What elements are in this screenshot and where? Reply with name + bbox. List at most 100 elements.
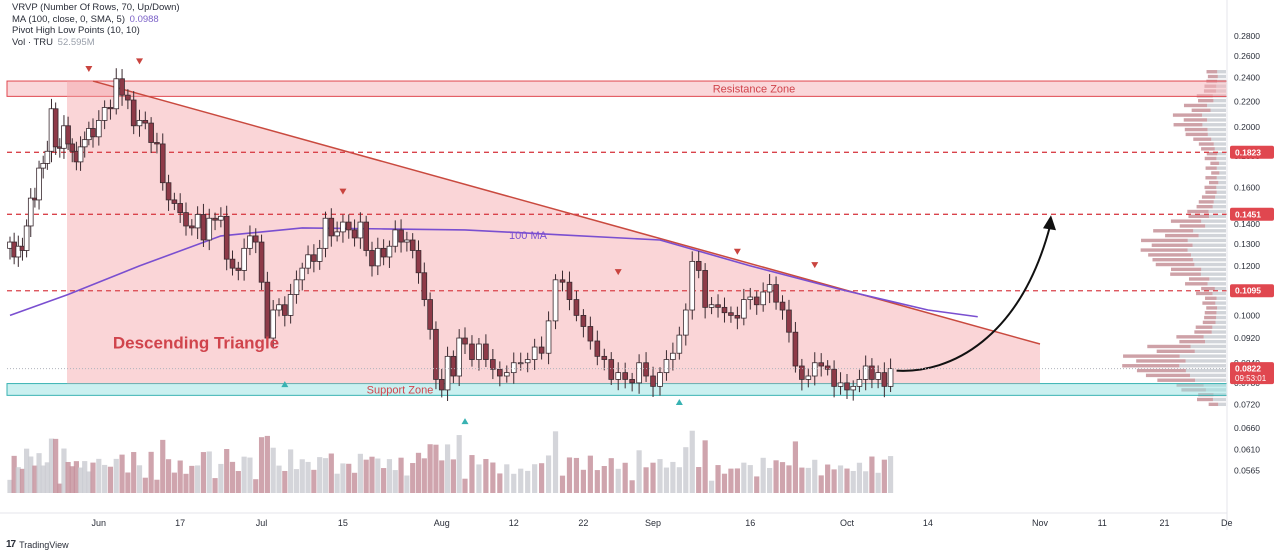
volume-bar xyxy=(427,444,433,493)
volume-bar xyxy=(504,464,510,493)
candle-body xyxy=(351,229,358,239)
price-tick-label: 0.0920 xyxy=(1234,333,1260,343)
volume-profile-bar xyxy=(1194,349,1226,353)
volume-bar xyxy=(887,456,894,493)
volume-bar xyxy=(545,455,552,493)
tradingview-brand[interactable]: TradingView xyxy=(19,539,69,550)
volume-profile-bar xyxy=(1190,253,1226,257)
candle-body xyxy=(223,215,230,260)
candle-body xyxy=(241,247,247,271)
volume-bar xyxy=(683,447,689,493)
time-tick-label: De xyxy=(1221,518,1233,528)
volume-bar xyxy=(73,461,79,493)
volume-bar xyxy=(715,465,721,493)
volume-profile-bar xyxy=(1153,229,1194,233)
candle-body xyxy=(483,343,489,360)
volume-profile-bar xyxy=(1191,108,1211,112)
candle-body xyxy=(65,125,71,145)
volume-profile-bar xyxy=(1204,156,1217,161)
volume-profile-bar xyxy=(1172,113,1203,117)
volume-profile-bar xyxy=(1195,378,1226,382)
volume-profile-bar xyxy=(1179,354,1226,358)
candle-body xyxy=(629,379,635,384)
price-badge-countdown: 09:53:01 xyxy=(1235,374,1267,383)
volume-profile-bar xyxy=(1217,306,1226,310)
candle-body xyxy=(444,355,451,391)
volume-profile-bar xyxy=(1193,137,1212,141)
volume-bar xyxy=(212,478,218,493)
pivot-high-marker xyxy=(136,58,143,65)
volume-profile-bar xyxy=(1179,224,1206,228)
candle-body xyxy=(270,309,276,339)
candle-body xyxy=(456,337,462,377)
price-tick-label: 0.0610 xyxy=(1234,445,1260,455)
volume-bar xyxy=(32,465,38,493)
volume-bar xyxy=(831,469,837,493)
volume-bar xyxy=(11,455,17,493)
volume-profile-bar xyxy=(1207,74,1218,79)
ma-label: 100 MA xyxy=(509,230,548,242)
volume-legend[interactable]: Vol · TRU 52.595M xyxy=(12,37,180,49)
candle-body xyxy=(497,368,503,377)
candle-body xyxy=(282,304,288,316)
volume-profile-bar xyxy=(1202,113,1226,117)
volume-profile-bar xyxy=(1218,161,1226,166)
volume-bar xyxy=(206,451,212,493)
volume-bar xyxy=(622,462,628,493)
volume-profile-bar xyxy=(1212,325,1226,329)
volume-bar xyxy=(708,480,715,493)
ma-100-line xyxy=(9,227,978,318)
candle-body xyxy=(824,365,831,370)
candle-body xyxy=(552,279,559,322)
candle-body xyxy=(77,146,84,163)
volume-profile-bar xyxy=(1195,325,1213,329)
candle-body xyxy=(322,217,329,249)
pivot-low-marker xyxy=(281,381,289,388)
pivot-legend[interactable]: Pivot High Low Points (10, 10) xyxy=(12,25,140,37)
volume-bar xyxy=(102,464,108,493)
time-axis: Jun 17 Jul 15 Aug 12 22 Sep 16 Oct 14 Nov 11 21 De xyxy=(92,518,1233,528)
price-badge-label: 0.0822 xyxy=(1235,364,1261,374)
candle-body xyxy=(734,314,741,319)
candle-body xyxy=(52,108,59,148)
volume-profile-bar xyxy=(1184,127,1208,132)
volume-bar xyxy=(24,448,30,493)
candle-body xyxy=(650,375,656,387)
volume-bar xyxy=(587,455,593,493)
volume-bar xyxy=(357,453,363,493)
ma-legend[interactable]: MA (100, close, 0, SMA, 5) 0.0988 xyxy=(12,14,180,26)
volume-bar xyxy=(629,480,635,493)
volume-bar xyxy=(398,457,404,493)
volume-profile-bar xyxy=(1157,378,1196,382)
volume-bars xyxy=(7,430,894,493)
tradingview-logo-icon[interactable]: 17 xyxy=(6,539,16,550)
volume-bar xyxy=(392,470,398,493)
candle-body xyxy=(682,309,689,336)
candle-body xyxy=(96,120,102,138)
volume-bar xyxy=(322,458,329,493)
vrvp-legend[interactable]: VRVP (Number Of Rows, 70, Up/Down) xyxy=(12,2,180,13)
volume-bar xyxy=(113,458,119,493)
volume-bar xyxy=(573,457,580,493)
volume-profile-bar xyxy=(1207,127,1226,132)
time-tick-label: Sep xyxy=(645,518,661,528)
candle-body xyxy=(608,359,615,380)
time-tick-label: Nov xyxy=(1032,518,1049,528)
volume-profile-bar xyxy=(1206,306,1218,310)
volume-profile-bar xyxy=(1215,320,1226,325)
candle-body xyxy=(850,385,857,391)
volume-profile-bar xyxy=(1123,354,1180,358)
volume-profile-bar xyxy=(1192,243,1226,247)
volume-bar xyxy=(40,465,46,493)
volume-bar xyxy=(594,470,600,493)
volume-profile-bar xyxy=(1196,204,1213,209)
price-badge-label: 0.1095 xyxy=(1235,286,1261,296)
candle-body xyxy=(357,221,364,239)
volume-bar xyxy=(456,435,462,493)
volume-profile-bar xyxy=(1217,74,1226,79)
volume-bar xyxy=(518,468,524,493)
volume-bar xyxy=(82,461,88,493)
candle-body xyxy=(689,260,696,311)
